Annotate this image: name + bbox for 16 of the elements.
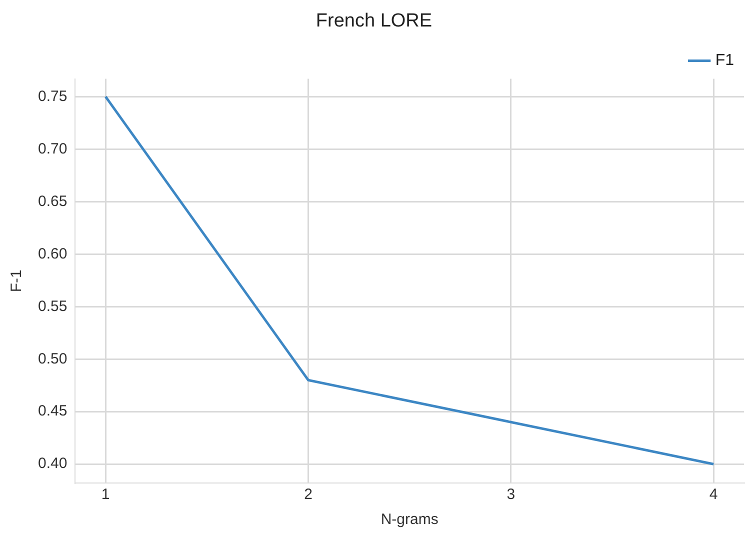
y-tick-label: 0.40	[38, 455, 68, 472]
x-axis-title: N-grams	[380, 511, 438, 528]
x-tick-label: 3	[506, 486, 516, 504]
y-tick-label: 0.50	[38, 350, 68, 368]
y-tick-label: 0.55	[38, 298, 68, 315]
y-tick-label: 0.75	[38, 88, 68, 105]
y-tick-label: 0.65	[38, 192, 68, 210]
y-tick-label: 0.60	[38, 245, 68, 262]
y-tick-label: 0.45	[38, 402, 68, 420]
y-tick-label: 0.70	[38, 140, 68, 158]
x-tick-label: 4	[709, 486, 718, 504]
y-axis-title: F-1	[8, 270, 26, 292]
x-tick-label: 1	[101, 486, 110, 504]
x-tick-label: 2	[304, 486, 312, 504]
legend-label: F1	[715, 52, 734, 70]
chart-title: French LORE	[316, 10, 432, 32]
